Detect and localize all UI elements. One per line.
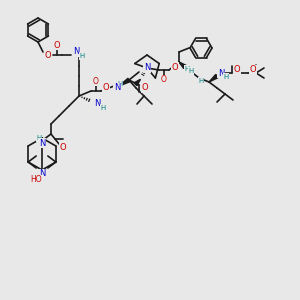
Text: O: O — [250, 65, 256, 74]
Text: O: O — [45, 50, 51, 59]
Text: N: N — [144, 64, 150, 73]
Text: O: O — [234, 65, 240, 74]
Text: O: O — [161, 76, 167, 85]
Text: N: N — [39, 139, 45, 148]
Polygon shape — [179, 62, 186, 68]
Text: H: H — [184, 66, 190, 72]
Polygon shape — [209, 74, 218, 82]
Text: H: H — [224, 74, 229, 80]
Text: H: H — [36, 135, 42, 141]
Text: O: O — [60, 142, 66, 152]
Text: N: N — [94, 100, 100, 109]
Text: O: O — [54, 40, 60, 50]
Text: H: H — [100, 105, 106, 111]
Text: O: O — [103, 83, 109, 92]
Text: H: H — [198, 78, 204, 84]
Text: H: H — [80, 53, 85, 59]
Polygon shape — [134, 79, 140, 86]
Text: O: O — [142, 83, 148, 92]
Text: N: N — [39, 169, 45, 178]
Text: N: N — [73, 47, 79, 56]
Text: O: O — [172, 62, 178, 71]
Text: H: H — [117, 81, 123, 87]
Text: N: N — [218, 68, 224, 77]
Text: N: N — [114, 83, 120, 92]
Text: O: O — [93, 76, 99, 85]
Text: HO: HO — [30, 176, 42, 184]
Polygon shape — [119, 78, 130, 86]
Text: H: H — [188, 68, 194, 74]
